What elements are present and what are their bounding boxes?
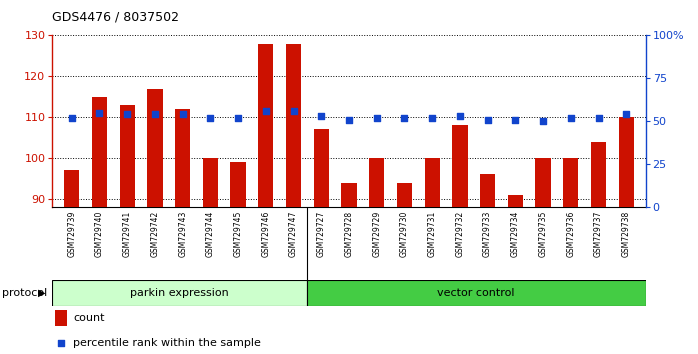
Text: protocol: protocol bbox=[2, 288, 47, 298]
Text: GSM729731: GSM729731 bbox=[428, 211, 437, 257]
Point bbox=[205, 115, 216, 121]
Bar bbox=[52, 280, 306, 306]
Point bbox=[482, 117, 493, 122]
Point bbox=[121, 112, 133, 117]
Point bbox=[371, 115, 383, 121]
Text: GSM729729: GSM729729 bbox=[372, 211, 381, 257]
Bar bbox=[341, 183, 357, 207]
Bar bbox=[55, 310, 67, 326]
Point bbox=[399, 115, 410, 121]
Bar bbox=[480, 175, 496, 207]
Point bbox=[426, 115, 438, 121]
Text: GSM729733: GSM729733 bbox=[483, 211, 492, 257]
Text: GSM729730: GSM729730 bbox=[400, 211, 409, 257]
Point bbox=[510, 117, 521, 122]
Bar bbox=[591, 142, 606, 207]
Text: GSM729728: GSM729728 bbox=[345, 211, 353, 257]
Text: GSM729737: GSM729737 bbox=[594, 211, 603, 257]
Bar bbox=[424, 158, 440, 207]
Point bbox=[149, 112, 161, 117]
Bar bbox=[286, 44, 301, 207]
Text: GSM729741: GSM729741 bbox=[123, 211, 132, 257]
Bar bbox=[230, 162, 246, 207]
Point bbox=[56, 341, 67, 346]
Point bbox=[621, 112, 632, 117]
Point bbox=[315, 113, 327, 119]
Bar bbox=[313, 130, 329, 207]
Bar bbox=[64, 170, 80, 207]
Text: percentile rank within the sample: percentile rank within the sample bbox=[73, 338, 261, 348]
Text: GSM729744: GSM729744 bbox=[206, 211, 215, 257]
Point bbox=[94, 110, 105, 115]
Text: GSM729747: GSM729747 bbox=[289, 211, 298, 257]
Bar bbox=[119, 105, 135, 207]
Bar bbox=[563, 158, 579, 207]
Text: count: count bbox=[73, 313, 105, 323]
Bar bbox=[507, 195, 523, 207]
Text: GSM729736: GSM729736 bbox=[566, 211, 575, 257]
Text: GSM729742: GSM729742 bbox=[151, 211, 159, 257]
Text: GSM729743: GSM729743 bbox=[178, 211, 187, 257]
Text: GSM729727: GSM729727 bbox=[317, 211, 326, 257]
Point bbox=[537, 118, 549, 124]
Text: ▶: ▶ bbox=[38, 288, 45, 298]
Point bbox=[232, 115, 244, 121]
Point bbox=[343, 117, 355, 122]
Bar bbox=[258, 44, 274, 207]
Text: GSM729746: GSM729746 bbox=[261, 211, 270, 257]
Point bbox=[260, 108, 272, 114]
Bar bbox=[147, 88, 163, 207]
Text: GSM729739: GSM729739 bbox=[67, 211, 76, 257]
Point bbox=[177, 112, 188, 117]
Text: GSM729738: GSM729738 bbox=[622, 211, 631, 257]
Text: GSM729735: GSM729735 bbox=[539, 211, 547, 257]
Point bbox=[565, 115, 577, 121]
Bar bbox=[202, 158, 218, 207]
Text: GDS4476 / 8037502: GDS4476 / 8037502 bbox=[52, 11, 179, 24]
Bar bbox=[452, 125, 468, 207]
Text: GSM729734: GSM729734 bbox=[511, 211, 520, 257]
Bar bbox=[369, 158, 385, 207]
Text: GSM729745: GSM729745 bbox=[234, 211, 243, 257]
Point bbox=[454, 113, 466, 119]
Bar bbox=[306, 280, 646, 306]
Point bbox=[593, 115, 604, 121]
Bar bbox=[175, 109, 191, 207]
Bar bbox=[618, 117, 634, 207]
Bar bbox=[92, 97, 107, 207]
Bar bbox=[397, 183, 412, 207]
Bar bbox=[535, 158, 551, 207]
Point bbox=[66, 115, 77, 121]
Text: parkin expression: parkin expression bbox=[130, 288, 229, 298]
Point bbox=[288, 108, 299, 114]
Text: GSM729732: GSM729732 bbox=[455, 211, 464, 257]
Text: GSM729740: GSM729740 bbox=[95, 211, 104, 257]
Text: vector control: vector control bbox=[438, 288, 515, 298]
